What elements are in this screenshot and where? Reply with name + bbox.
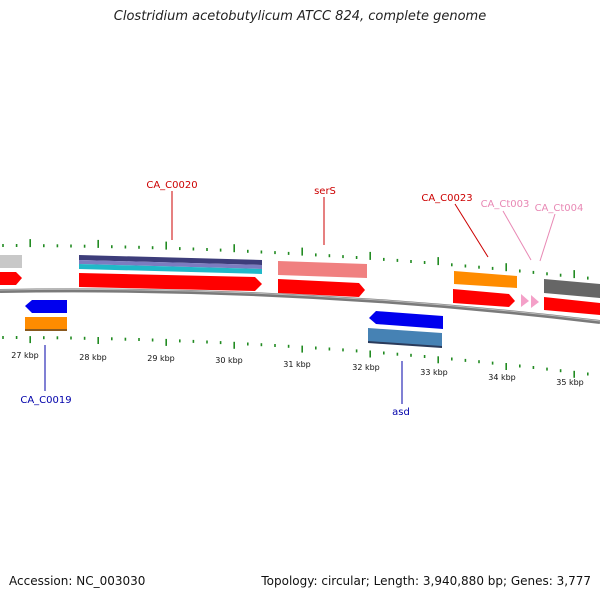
scale-label-34kbp: 34 kbp: [488, 373, 516, 382]
feature-ca-c0023-track[interactable]: [454, 271, 517, 288]
feature-sers-track[interactable]: [278, 261, 367, 278]
cds-arrow-right-forward[interactable]: [544, 297, 600, 315]
scale-label-31kbp: 31 kbp: [283, 360, 311, 369]
leader-line-ca-ct003: [502, 210, 532, 261]
trna-ca-ct003[interactable]: [521, 294, 529, 307]
feature-sers-cds[interactable]: [278, 279, 365, 297]
gene-label-ca-c0023[interactable]: CA_C0023: [421, 193, 472, 204]
scale-label-28kbp: 28 kbp: [79, 353, 107, 362]
accession-text: Accession: NC_003030: [9, 574, 146, 588]
feature-ca-c0023-cds[interactable]: [453, 289, 515, 307]
leader-line-ca-ct004: [539, 213, 556, 262]
scale-label-35kbp: 35 kbp: [556, 378, 584, 387]
tick-marks-outer: [2, 239, 589, 280]
feature-ca-c0020-track-1[interactable]: [79, 255, 262, 265]
feature-ca-c0020-cds[interactable]: [79, 273, 262, 291]
feature-asd-track-edge: [368, 341, 442, 348]
feature-grey-right[interactable]: [544, 279, 600, 298]
scale-label-29kbp: 29 kbp: [147, 354, 175, 363]
feature-ca-c0020-track-3[interactable]: [79, 264, 262, 274]
topology-summary-text: Topology: circular; Length: 3,940,880 bp…: [261, 574, 591, 588]
scale-label-33kbp: 33 kbp: [420, 368, 448, 377]
leader-line-ca-c0023: [454, 203, 489, 258]
genome-backbone: [0, 288, 600, 324]
feature-ca-c0020-track-2[interactable]: [79, 260, 262, 269]
feature-asd-cds[interactable]: [369, 311, 443, 329]
feature-ca-c0019-track[interactable]: [25, 317, 67, 331]
gene-label-ca-c0019[interactable]: CA_C0019: [20, 395, 71, 406]
feature-ca-c0019-track-edge: [25, 329, 67, 331]
map-title: Clostridium acetobutylicum ATCC 824, com…: [113, 9, 487, 24]
genome-backbone-highlight: [0, 288, 600, 322]
trna-ca-ct004[interactable]: [531, 295, 539, 308]
feature-grey-left[interactable]: [0, 255, 22, 268]
gene-label-sers[interactable]: serS: [314, 186, 336, 197]
feature-ca-c0019-cds[interactable]: [25, 300, 67, 313]
tick-marks-inner: [2, 336, 589, 378]
cds-arrow-left-forward[interactable]: [0, 272, 22, 285]
scale-label-32kbp: 32 kbp: [352, 363, 380, 372]
gene-label-ca-c0020[interactable]: CA_C0020: [146, 180, 197, 191]
gene-label-ca-ct004[interactable]: CA_Ct004: [535, 203, 584, 214]
scale-label-27kbp: 27 kbp: [11, 351, 39, 360]
gene-label-asd[interactable]: asd: [392, 407, 410, 418]
gene-label-ca-ct003[interactable]: CA_Ct003: [481, 199, 530, 210]
scale-label-30kbp: 30 kbp: [215, 356, 243, 365]
